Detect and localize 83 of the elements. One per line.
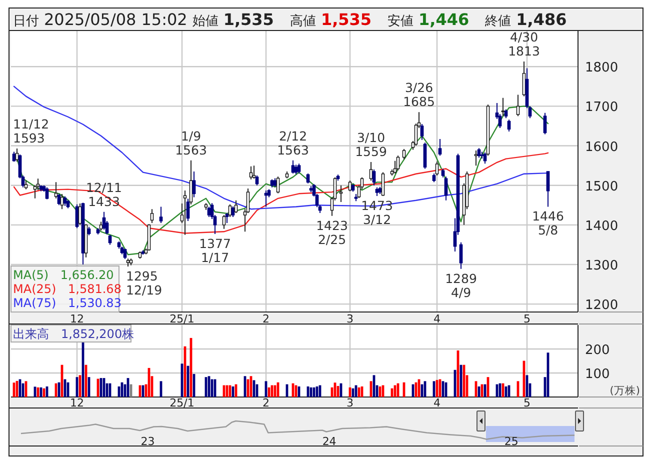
candlestick bbox=[435, 161, 439, 176]
x-tick-label: 5 bbox=[524, 396, 530, 410]
candlestick bbox=[276, 176, 280, 194]
annotation: 1289 4/9 bbox=[445, 270, 477, 300]
y-tick-label: 1800 bbox=[585, 60, 618, 76]
candlestick bbox=[339, 184, 343, 202]
x-tick-label: 25/1 bbox=[170, 312, 194, 326]
candlestick bbox=[150, 208, 154, 224]
x-tick-label: 25/1 bbox=[170, 396, 194, 410]
candlestick bbox=[183, 190, 187, 236]
candlestick bbox=[420, 124, 424, 140]
candlestick bbox=[189, 160, 193, 205]
candlestick bbox=[54, 182, 58, 199]
y-tick-label: 100 bbox=[585, 367, 610, 382]
candlestick bbox=[15, 148, 19, 162]
chart-title: 日付 2025/05/08 15:02 始値 1,535 高値 1,535 安値 1,446 終値 1,486 bbox=[13, 10, 567, 29]
y-tick-label: 1400 bbox=[585, 218, 618, 234]
x-tick-label: 12 bbox=[70, 396, 84, 410]
candlestick bbox=[543, 112, 547, 135]
candlestick bbox=[252, 165, 256, 180]
candlestick bbox=[402, 148, 406, 160]
candlestick bbox=[255, 174, 259, 186]
candlestick bbox=[57, 194, 61, 206]
x-tick-label: 24 bbox=[322, 435, 336, 448]
candlestick bbox=[516, 94, 520, 117]
candlestick bbox=[459, 242, 463, 270]
candlestick bbox=[207, 206, 211, 218]
x-tick-label: 4 bbox=[434, 396, 440, 410]
candlestick bbox=[474, 150, 478, 166]
series-label: MA(5) 1,656.20 bbox=[13, 268, 114, 282]
y-axis-title: (万株) bbox=[610, 384, 640, 397]
annotation: 1377 1/17 bbox=[199, 236, 231, 266]
annotation: 3/26 1685 bbox=[403, 80, 435, 110]
x-tick-label: 3 bbox=[346, 312, 354, 326]
y-tick-label: 1300 bbox=[585, 258, 618, 274]
candlestick bbox=[501, 97, 505, 117]
candlestick bbox=[297, 163, 301, 174]
candlestick bbox=[108, 234, 112, 246]
candlestick bbox=[444, 176, 448, 201]
candlestick bbox=[159, 206, 163, 224]
candlestick bbox=[222, 214, 226, 230]
annotation: 1446 5/8 bbox=[532, 208, 564, 238]
candlestick bbox=[75, 204, 79, 229]
x-tick-label: 25 bbox=[504, 435, 518, 448]
candlestick bbox=[372, 169, 376, 186]
candlestick bbox=[225, 212, 229, 224]
x-tick-label: 4 bbox=[434, 312, 440, 326]
x-tick-label: 5 bbox=[524, 312, 530, 326]
annotation: 2/12 1563 bbox=[277, 128, 309, 158]
candlestick bbox=[249, 166, 253, 180]
legend: MA(5) 1,656.20 MA(25) 1,581.68 MA(75) 1,530.83 bbox=[10, 266, 122, 312]
candlestick bbox=[231, 206, 235, 218]
candlestick bbox=[12, 151, 16, 162]
annotation: 11/12 1593 bbox=[13, 116, 50, 146]
candlestick bbox=[438, 138, 442, 156]
annotation: 1/9 1563 bbox=[175, 128, 207, 158]
candlestick bbox=[63, 196, 67, 206]
annotation: 1295 12/19 bbox=[126, 268, 162, 298]
y-tick-label: 1200 bbox=[585, 298, 618, 314]
candlestick bbox=[369, 162, 373, 182]
x-tick-label: 23 bbox=[140, 435, 155, 448]
candlestick bbox=[294, 164, 298, 175]
annotation: 1423 2/25 bbox=[316, 218, 348, 247]
candlestick bbox=[234, 200, 238, 214]
y-tick-label: 200 bbox=[585, 343, 610, 358]
candlestick bbox=[123, 248, 127, 260]
annotation: 3/10 1559 bbox=[355, 130, 387, 159]
x-tick-label: 2 bbox=[262, 396, 270, 410]
x-tick-label: 3 bbox=[346, 396, 354, 410]
chart-title: 出来高 1,852,200株 bbox=[13, 327, 134, 341]
x-tick-label: 2 bbox=[262, 312, 270, 326]
annotation: 4/30 1813 bbox=[508, 29, 540, 58]
y-tick-label: 1700 bbox=[585, 100, 618, 116]
candlestick bbox=[102, 211, 106, 230]
candlestick bbox=[483, 152, 487, 164]
candlestick bbox=[192, 171, 196, 198]
y-tick-label: 1500 bbox=[585, 179, 618, 194]
candlestick bbox=[546, 171, 550, 208]
candlestick bbox=[228, 204, 232, 218]
candlestick bbox=[186, 198, 190, 222]
candlestick bbox=[291, 160, 295, 174]
x-tick-label: 12 bbox=[70, 312, 84, 326]
y-tick-label: 1600 bbox=[585, 140, 618, 155]
